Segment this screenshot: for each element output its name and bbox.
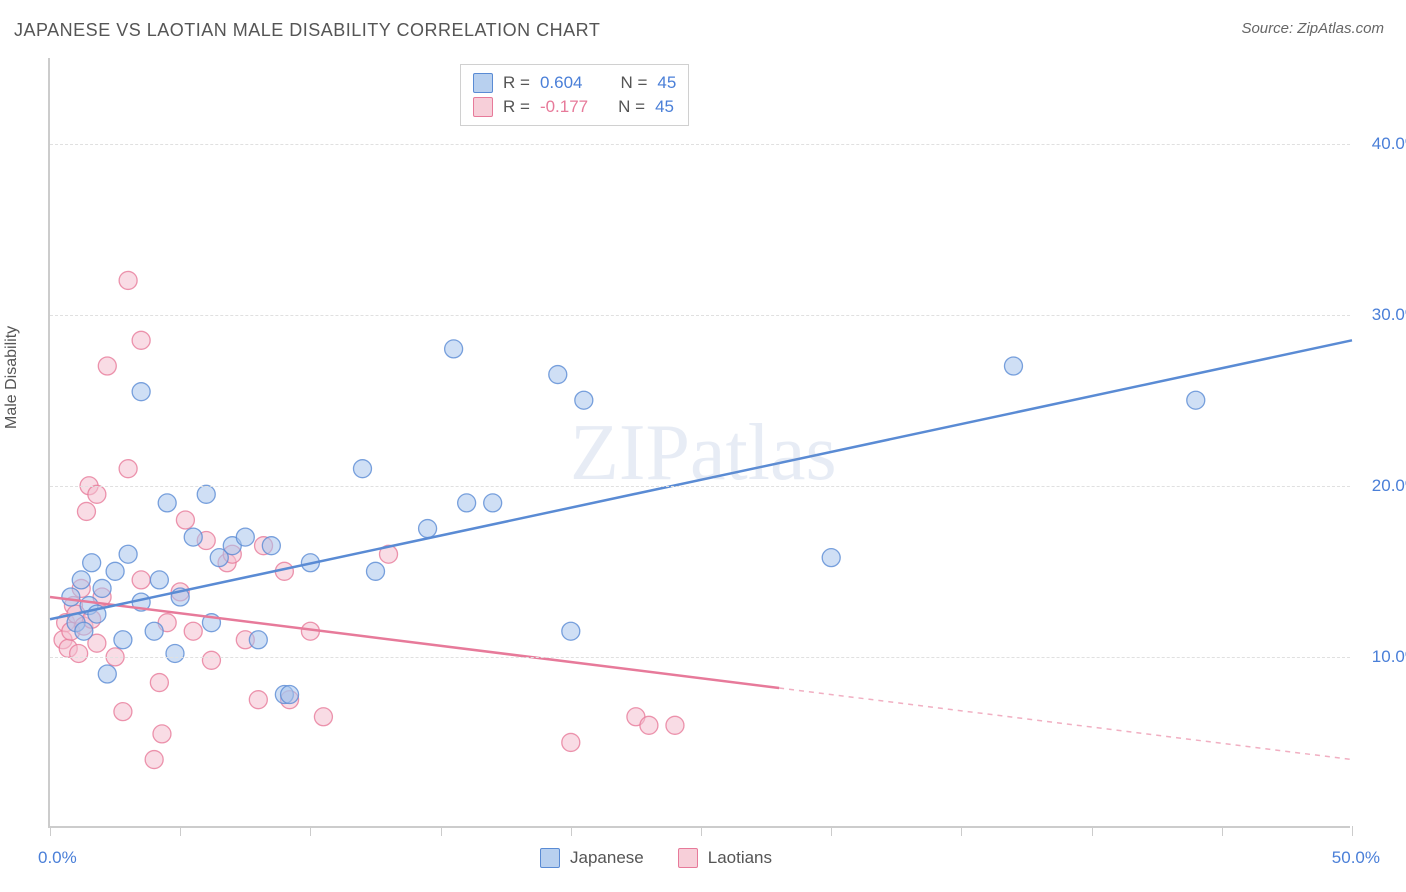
x-tick [831,826,832,836]
x-tick [571,826,572,836]
x-tick [1092,826,1093,836]
x-tick [180,826,181,836]
x-tick [50,826,51,836]
swatch-laotians [473,97,493,117]
chart-plot-area: R = 0.604 N = 45 R = -0.177 N = 45 ZIPat… [48,58,1350,828]
n-value-laotians: 45 [655,97,674,117]
source-attribution: Source: ZipAtlas.com [1241,20,1384,37]
n-value-japanese: 45 [657,73,676,93]
x-tick [310,826,311,836]
gridline [50,657,1350,658]
y-tick-label: 20.0% [1372,476,1406,496]
r-value-laotians: -0.177 [540,97,588,117]
legend-label-laotians: Laotians [708,848,772,868]
x-tick [961,826,962,836]
x-tick-50: 50.0% [1332,848,1380,868]
y-axis-label: Male Disability [3,326,21,429]
r-label: R = [503,73,530,93]
gridline [50,315,1350,316]
gridline [50,486,1350,487]
n-label: N = [620,73,647,93]
gridline [50,144,1350,145]
n-label: N = [618,97,645,117]
swatch-japanese [473,73,493,93]
x-tick-0: 0.0% [38,848,77,868]
legend-item-laotians: Laotians [678,848,772,868]
y-tick-label: 30.0% [1372,305,1406,325]
chart-title: JAPANESE VS LAOTIAN MALE DISABILITY CORR… [14,20,600,41]
y-tick-label: 40.0% [1372,134,1406,154]
r-label: R = [503,97,530,117]
x-tick [701,826,702,836]
x-tick [441,826,442,836]
stats-row-laotians: R = -0.177 N = 45 [473,95,676,119]
legend-item-japanese: Japanese [540,848,644,868]
legend-label-japanese: Japanese [570,848,644,868]
swatch-japanese-icon [540,848,560,868]
x-tick [1352,826,1353,836]
swatch-laotians-icon [678,848,698,868]
bottom-legend: Japanese Laotians [540,848,772,868]
stats-row-japanese: R = 0.604 N = 45 [473,71,676,95]
y-tick-label: 10.0% [1372,647,1406,667]
chart-svg [50,58,1350,826]
r-value-japanese: 0.604 [540,73,583,93]
stats-legend-box: R = 0.604 N = 45 R = -0.177 N = 45 [460,64,689,126]
x-tick [1222,826,1223,836]
